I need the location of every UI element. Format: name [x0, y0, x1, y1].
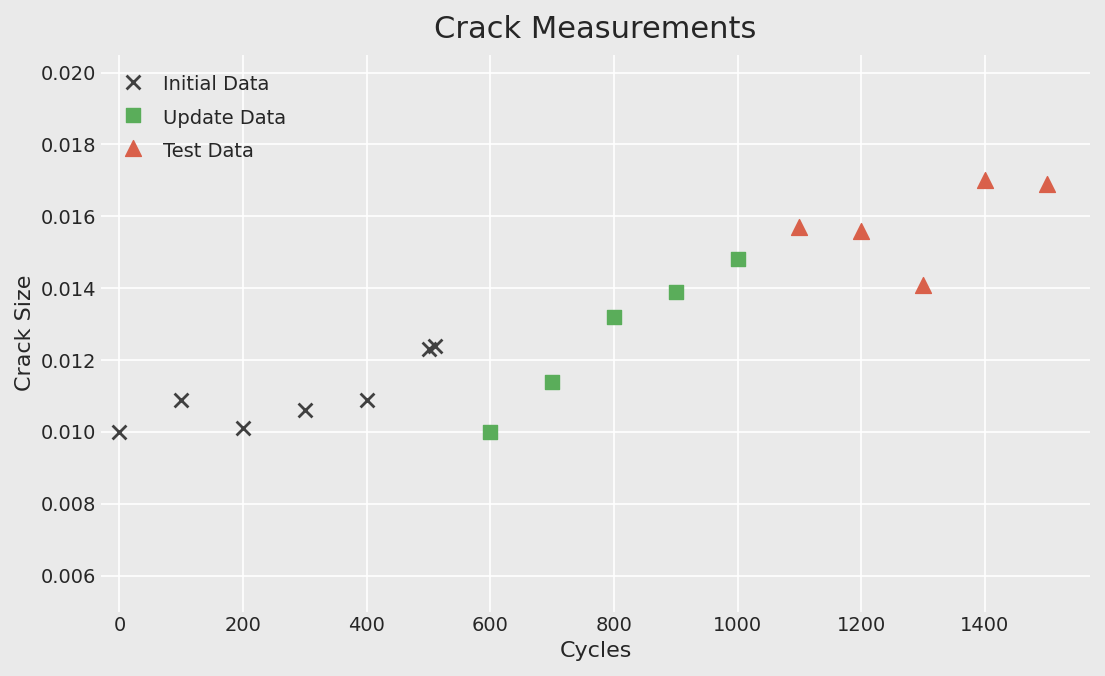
Update Data: [729, 254, 747, 265]
Legend: Initial Data, Update Data, Test Data: Initial Data, Update Data, Test Data: [110, 64, 294, 170]
Title: Crack Measurements: Crack Measurements: [434, 15, 757, 44]
Update Data: [544, 377, 561, 387]
Initial Data: [358, 394, 376, 405]
Initial Data: [296, 405, 314, 416]
Initial Data: [110, 427, 128, 437]
Update Data: [606, 312, 623, 322]
X-axis label: Cycles: Cycles: [559, 641, 632, 661]
Initial Data: [172, 394, 190, 405]
Initial Data: [234, 423, 252, 434]
Update Data: [482, 427, 499, 437]
Test Data: [1038, 178, 1055, 189]
Test Data: [790, 222, 808, 233]
Update Data: [667, 287, 685, 297]
Initial Data: [420, 344, 438, 355]
Initial Data: [425, 340, 443, 351]
Y-axis label: Crack Size: Crack Size: [15, 275, 35, 391]
Test Data: [852, 225, 870, 236]
Test Data: [914, 279, 932, 290]
Test Data: [976, 175, 993, 186]
